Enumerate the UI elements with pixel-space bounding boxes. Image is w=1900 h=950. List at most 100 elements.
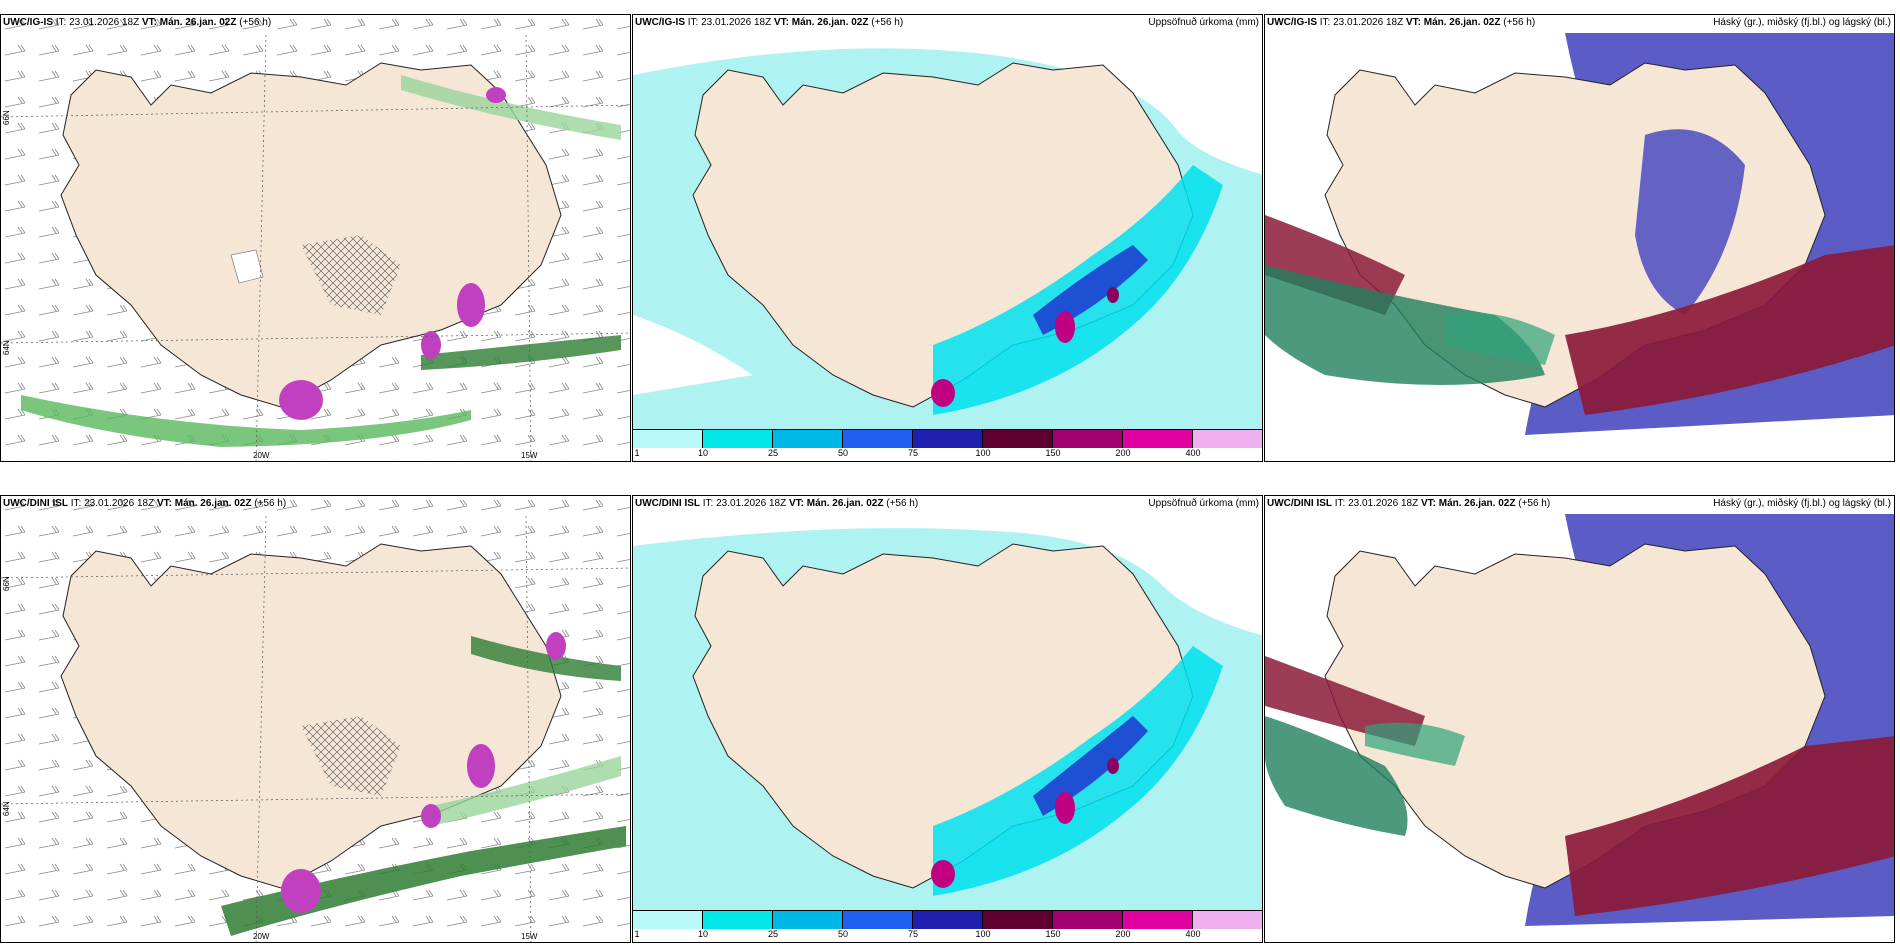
heavy-snow-spot <box>467 744 495 788</box>
snow-band <box>221 826 626 936</box>
heavy-snow-spot <box>486 87 506 103</box>
legend-swatch <box>773 911 843 929</box>
legend-swatch <box>1053 430 1123 448</box>
precip-map <box>633 514 1262 914</box>
high-cloud-area <box>1265 716 1408 836</box>
legend-swatch <box>633 430 703 448</box>
precip-peak <box>931 379 955 407</box>
panel-bottom-left-wind-snow: UWC/DINI ISL IT: 23.01.2026 18Z VT: Mán.… <box>0 495 631 943</box>
cloud-map <box>1265 514 1894 942</box>
lat-label: 64N <box>2 340 11 355</box>
glacier-patch <box>230 249 264 284</box>
legend-label: 150 <box>1045 929 1061 939</box>
cloud-title: Háský (gr.), miðský (fj.bl.) og lágský (… <box>1713 498 1891 509</box>
snow-band <box>21 395 471 447</box>
mid-cloud-area <box>1565 245 1894 415</box>
panel-top-right-cloud: UWC/IG-IS IT: 23.01.2026 18Z VT: Mán. 26… <box>1264 14 1895 462</box>
legend-colorbar <box>633 910 1262 929</box>
heavy-snow-spot <box>281 869 321 913</box>
legend-label: 50 <box>837 929 849 939</box>
lon-label: 20W <box>253 451 270 460</box>
legend-label: 50 <box>837 448 849 458</box>
legend-swatch <box>913 430 983 448</box>
iceland-landmass <box>60 543 562 889</box>
lon-label: 20W <box>253 932 270 941</box>
high-cloud-area <box>1445 312 1555 365</box>
legend-swatch <box>773 430 843 448</box>
glacier-patch <box>301 235 401 315</box>
dry-sea-area <box>633 315 753 395</box>
legend-label: 100 <box>975 448 991 458</box>
heavy-snow-spot <box>279 380 323 420</box>
legend-swatch <box>1193 430 1262 448</box>
legend-label: 400 <box>1185 929 1201 939</box>
iceland-landmass <box>60 62 562 408</box>
legend-label: 200 <box>1115 929 1131 939</box>
precip-peak <box>1107 287 1119 303</box>
legend-swatch <box>1193 911 1262 929</box>
panel-title: UWC/IG-IS IT: 23.01.2026 18Z VT: Mán. 26… <box>635 17 904 28</box>
cloud-title: Háský (gr.), miðský (fj.bl.) og lágský (… <box>1713 17 1891 28</box>
precip-legend: 1 10 25 50 75 100 150 200 400 <box>633 910 1262 942</box>
legend-swatch <box>703 430 773 448</box>
panel-title: UWC/DINI ISL IT: 23.01.2026 18Z VT: Mán.… <box>1267 498 1551 509</box>
legend-label: 1 <box>634 448 640 458</box>
precip-title: Uppsöfnuð úrkoma (mm) <box>1148 17 1259 28</box>
legend-swatch <box>633 911 703 929</box>
precip-title: Uppsöfnuð úrkoma (mm) <box>1148 498 1259 509</box>
low-cloud-area <box>1635 129 1745 315</box>
panel-top-left-wind-snow: UWC/IG-IS IT: 23.01.2026 18Z VT: Mán. 26… <box>0 14 631 462</box>
panel-title: UWC/IG-IS IT: 23.01.2026 18Z VT: Mán. 26… <box>1267 17 1536 28</box>
legend-swatch <box>843 430 913 448</box>
legend-colorbar <box>633 429 1262 448</box>
lon-label: 15W <box>521 451 538 460</box>
precip-peak <box>931 860 955 888</box>
precip-peak <box>1055 311 1075 343</box>
legend-label: 10 <box>697 448 709 458</box>
panel-bottom-right-cloud: UWC/DINI ISL IT: 23.01.2026 18Z VT: Mán.… <box>1264 495 1895 943</box>
precip-peak <box>1055 792 1075 824</box>
heavy-snow-spot <box>457 283 485 327</box>
snow-band <box>431 756 621 826</box>
heavy-snow-spot <box>421 331 441 359</box>
precip-strong <box>1033 716 1148 816</box>
panel-title: UWC/DINI ISL IT: 23.01.2026 18Z VT: Mán.… <box>635 498 919 509</box>
legend-label: 1 <box>634 929 640 939</box>
panel-title: UWC/IG-IS IT: 23.01.2026 18Z VT: Mán. 26… <box>3 17 272 28</box>
panel-top-middle-precip: UWC/IG-IS IT: 23.01.2026 18Z VT: Mán. 26… <box>632 14 1263 462</box>
legend-label: 10 <box>697 929 709 939</box>
precip-map <box>633 33 1262 433</box>
legend-swatch <box>983 430 1053 448</box>
lon-label: 15W <box>521 932 538 941</box>
legend-labels: 1 10 25 50 75 100 150 200 400 <box>633 929 1262 941</box>
lat-label: 66N <box>2 110 11 125</box>
legend-label: 75 <box>907 929 919 939</box>
wind-map <box>1 496 630 942</box>
wind-map <box>1 15 630 461</box>
legend-swatch <box>1053 911 1123 929</box>
snow-band <box>421 335 621 370</box>
precip-peak <box>1107 758 1119 774</box>
legend-label: 400 <box>1185 448 1201 458</box>
panel-title: UWC/DINI ISL IT: 23.01.2026 18Z VT: Mán.… <box>3 498 287 509</box>
legend-swatch <box>703 911 773 929</box>
legend-swatch <box>983 911 1053 929</box>
legend-label: 25 <box>767 448 779 458</box>
legend-swatch <box>843 911 913 929</box>
mid-cloud-area <box>1565 736 1894 916</box>
cloud-map <box>1265 33 1894 461</box>
heavy-snow-spot <box>421 804 441 828</box>
snow-band <box>471 636 621 681</box>
legend-label: 200 <box>1115 448 1131 458</box>
legend-labels: 1 10 25 50 75 100 150 200 400 <box>633 448 1262 460</box>
high-cloud-area <box>1365 722 1465 766</box>
legend-swatch <box>1123 430 1193 448</box>
legend-label: 75 <box>907 448 919 458</box>
panel-bottom-middle-precip: UWC/DINI ISL IT: 23.01.2026 18Z VT: Mán.… <box>632 495 1263 943</box>
dry-sea-area <box>633 514 1262 636</box>
legend-label: 25 <box>767 929 779 939</box>
lat-label: 66N <box>2 576 11 591</box>
legend-label: 150 <box>1045 448 1061 458</box>
lat-label: 64N <box>2 801 11 816</box>
legend-swatch <box>913 911 983 929</box>
